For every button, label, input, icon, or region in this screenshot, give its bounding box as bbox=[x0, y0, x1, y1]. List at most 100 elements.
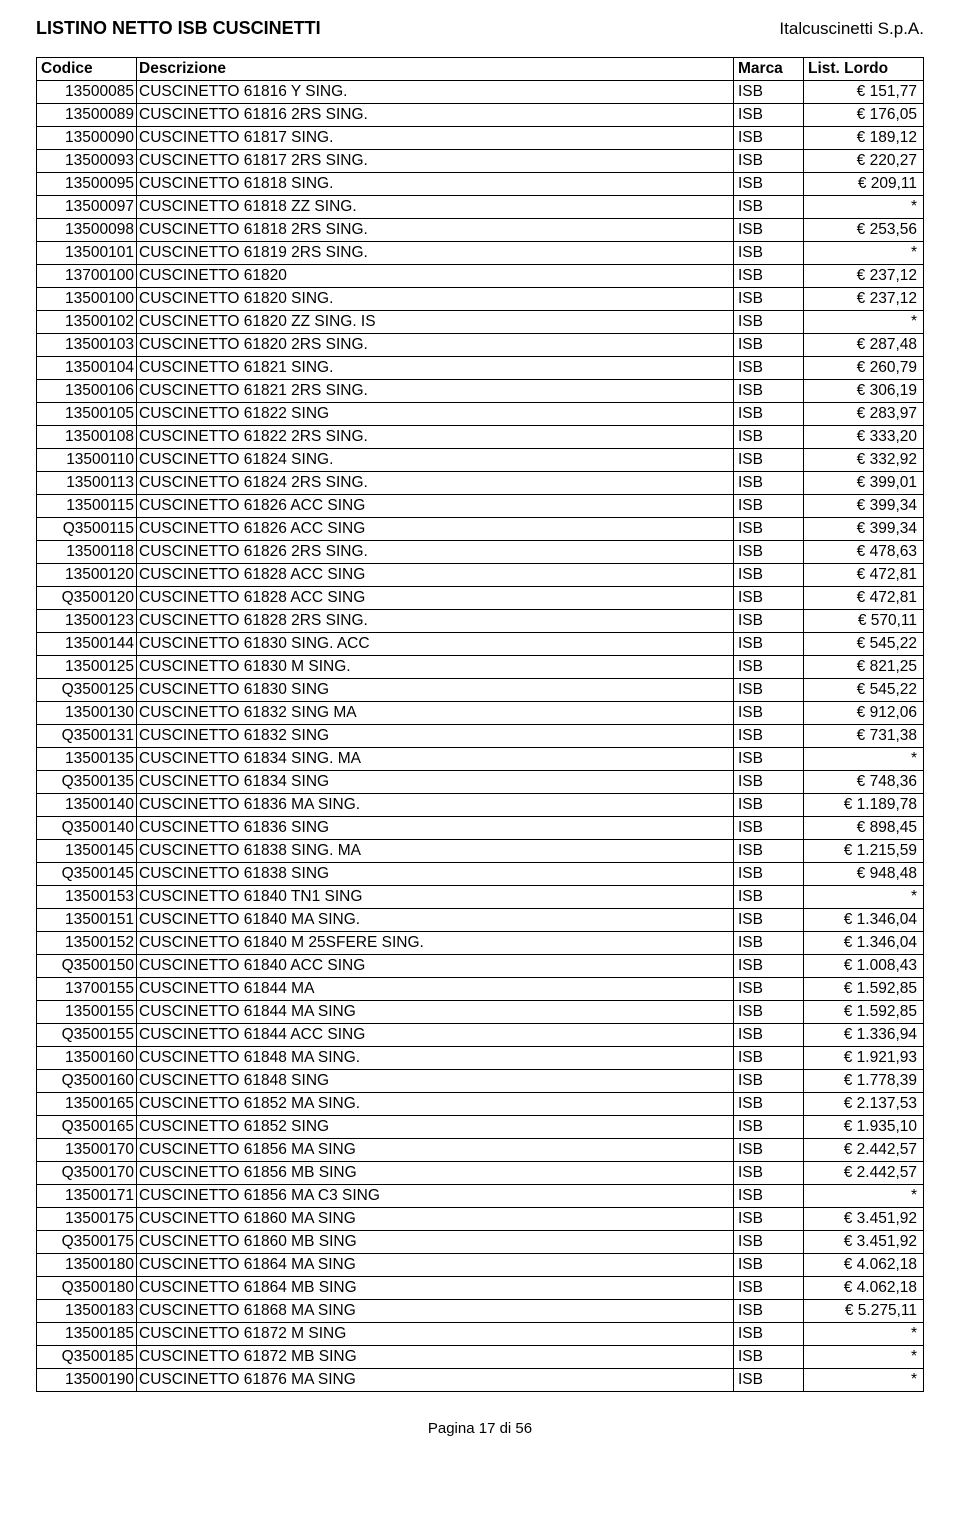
cell-codice: 13500102 bbox=[37, 311, 137, 334]
cell-codice: 13500140 bbox=[37, 794, 137, 817]
cell-lordo: € 2.442,57 bbox=[804, 1162, 924, 1185]
table-row: 13500104CUSCINETTO 61821 SING.ISB€ 260,7… bbox=[37, 357, 924, 380]
cell-codice: 13500185 bbox=[37, 1323, 137, 1346]
cell-marca: ISB bbox=[734, 81, 804, 104]
cell-codice: 13500153 bbox=[37, 886, 137, 909]
cell-lordo: € 948,48 bbox=[804, 863, 924, 886]
table-row: 13500110CUSCINETTO 61824 SING.ISB€ 332,9… bbox=[37, 449, 924, 472]
cell-codice: 13500100 bbox=[37, 288, 137, 311]
cell-lordo: € 4.062,18 bbox=[804, 1277, 924, 1300]
cell-codice: 13500118 bbox=[37, 541, 137, 564]
table-row: 13500165CUSCINETTO 61852 MA SING.ISB€ 2.… bbox=[37, 1093, 924, 1116]
cell-descrizione: CUSCINETTO 61817 2RS SING. bbox=[137, 150, 734, 173]
cell-descrizione: CUSCINETTO 61840 ACC SING bbox=[137, 955, 734, 978]
table-row: 13500093CUSCINETTO 61817 2RS SING.ISB€ 2… bbox=[37, 150, 924, 173]
cell-descrizione: CUSCINETTO 61836 SING bbox=[137, 817, 734, 840]
cell-codice: Q3500155 bbox=[37, 1024, 137, 1047]
cell-descrizione: CUSCINETTO 61838 SING. MA bbox=[137, 840, 734, 863]
cell-marca: ISB bbox=[734, 1001, 804, 1024]
cell-codice: Q3500115 bbox=[37, 518, 137, 541]
cell-lordo: € 1.346,04 bbox=[804, 909, 924, 932]
cell-codice: 13500152 bbox=[37, 932, 137, 955]
table-row: 13500103CUSCINETTO 61820 2RS SING.ISB€ 2… bbox=[37, 334, 924, 357]
cell-descrizione: CUSCINETTO 61818 SING. bbox=[137, 173, 734, 196]
cell-marca: ISB bbox=[734, 564, 804, 587]
cell-marca: ISB bbox=[734, 1185, 804, 1208]
table-row: 13500175CUSCINETTO 61860 MA SINGISB€ 3.4… bbox=[37, 1208, 924, 1231]
cell-codice: Q3500140 bbox=[37, 817, 137, 840]
cell-descrizione: CUSCINETTO 61818 2RS SING. bbox=[137, 219, 734, 242]
cell-marca: ISB bbox=[734, 357, 804, 380]
cell-codice: 13500089 bbox=[37, 104, 137, 127]
cell-lordo: € 545,22 bbox=[804, 679, 924, 702]
cell-marca: ISB bbox=[734, 1024, 804, 1047]
cell-codice: 13500145 bbox=[37, 840, 137, 863]
col-header-lordo: List. Lordo bbox=[804, 58, 924, 81]
cell-descrizione: CUSCINETTO 61826 ACC SING bbox=[137, 495, 734, 518]
cell-marca: ISB bbox=[734, 334, 804, 357]
table-row: 13500118CUSCINETTO 61826 2RS SING.ISB€ 4… bbox=[37, 541, 924, 564]
cell-lordo: € 283,97 bbox=[804, 403, 924, 426]
cell-codice: 13500144 bbox=[37, 633, 137, 656]
table-row: 13500123CUSCINETTO 61828 2RS SING.ISB€ 5… bbox=[37, 610, 924, 633]
cell-codice: Q3500160 bbox=[37, 1070, 137, 1093]
cell-descrizione: CUSCINETTO 61830 M SING. bbox=[137, 656, 734, 679]
table-row: Q3500125CUSCINETTO 61830 SINGISB€ 545,22 bbox=[37, 679, 924, 702]
cell-lordo: * bbox=[804, 886, 924, 909]
cell-lordo: € 1.921,93 bbox=[804, 1047, 924, 1070]
title-left: LISTINO NETTO ISB CUSCINETTI bbox=[36, 18, 321, 39]
cell-marca: ISB bbox=[734, 472, 804, 495]
cell-codice: 13500113 bbox=[37, 472, 137, 495]
table-row: Q3500120CUSCINETTO 61828 ACC SINGISB€ 47… bbox=[37, 587, 924, 610]
cell-lordo: € 912,06 bbox=[804, 702, 924, 725]
cell-codice: 13500151 bbox=[37, 909, 137, 932]
cell-lordo: € 1.189,78 bbox=[804, 794, 924, 817]
table-row: 13500098CUSCINETTO 61818 2RS SING.ISB€ 2… bbox=[37, 219, 924, 242]
cell-marca: ISB bbox=[734, 495, 804, 518]
table-row: Q3500115CUSCINETTO 61826 ACC SINGISB€ 39… bbox=[37, 518, 924, 541]
cell-descrizione: CUSCINETTO 61872 MB SING bbox=[137, 1346, 734, 1369]
table-row: 13500140CUSCINETTO 61836 MA SING.ISB€ 1.… bbox=[37, 794, 924, 817]
cell-marca: ISB bbox=[734, 955, 804, 978]
table-row: 13500089CUSCINETTO 61816 2RS SING.ISB€ 1… bbox=[37, 104, 924, 127]
cell-descrizione: CUSCINETTO 61864 MB SING bbox=[137, 1277, 734, 1300]
cell-descrizione: CUSCINETTO 61822 2RS SING. bbox=[137, 426, 734, 449]
table-row: Q3500131CUSCINETTO 61832 SINGISB€ 731,38 bbox=[37, 725, 924, 748]
cell-lordo: € 2.442,57 bbox=[804, 1139, 924, 1162]
table-row: Q3500175CUSCINETTO 61860 MB SINGISB€ 3.4… bbox=[37, 1231, 924, 1254]
cell-lordo: * bbox=[804, 1323, 924, 1346]
table-row: 13500160CUSCINETTO 61848 MA SING.ISB€ 1.… bbox=[37, 1047, 924, 1070]
cell-lordo: € 545,22 bbox=[804, 633, 924, 656]
cell-codice: Q3500180 bbox=[37, 1277, 137, 1300]
cell-descrizione: CUSCINETTO 61872 M SING bbox=[137, 1323, 734, 1346]
cell-lordo: € 399,34 bbox=[804, 495, 924, 518]
cell-codice: Q3500125 bbox=[37, 679, 137, 702]
cell-lordo: € 151,77 bbox=[804, 81, 924, 104]
cell-marca: ISB bbox=[734, 1323, 804, 1346]
cell-codice: 13500165 bbox=[37, 1093, 137, 1116]
cell-descrizione: CUSCINETTO 61864 MA SING bbox=[137, 1254, 734, 1277]
cell-descrizione: CUSCINETTO 61821 2RS SING. bbox=[137, 380, 734, 403]
cell-codice: 13500085 bbox=[37, 81, 137, 104]
cell-lordo: € 306,19 bbox=[804, 380, 924, 403]
cell-descrizione: CUSCINETTO 61820 ZZ SING. IS bbox=[137, 311, 734, 334]
table-row: Q3500160CUSCINETTO 61848 SINGISB€ 1.778,… bbox=[37, 1070, 924, 1093]
cell-marca: ISB bbox=[734, 403, 804, 426]
cell-codice: 13500175 bbox=[37, 1208, 137, 1231]
cell-descrizione: CUSCINETTO 61826 ACC SING bbox=[137, 518, 734, 541]
cell-lordo: * bbox=[804, 748, 924, 771]
table-row: Q3500150CUSCINETTO 61840 ACC SINGISB€ 1.… bbox=[37, 955, 924, 978]
cell-descrizione: CUSCINETTO 61860 MB SING bbox=[137, 1231, 734, 1254]
cell-descrizione: CUSCINETTO 61856 MB SING bbox=[137, 1162, 734, 1185]
cell-lordo: € 399,34 bbox=[804, 518, 924, 541]
cell-marca: ISB bbox=[734, 1300, 804, 1323]
cell-marca: ISB bbox=[734, 748, 804, 771]
table-row: Q3500135CUSCINETTO 61834 SINGISB€ 748,36 bbox=[37, 771, 924, 794]
cell-descrizione: CUSCINETTO 61830 SING bbox=[137, 679, 734, 702]
cell-descrizione: CUSCINETTO 61840 MA SING. bbox=[137, 909, 734, 932]
cell-codice: 13500123 bbox=[37, 610, 137, 633]
title-right: Italcuscinetti S.p.A. bbox=[779, 19, 924, 39]
cell-codice: 13500160 bbox=[37, 1047, 137, 1070]
table-row: 13500170CUSCINETTO 61856 MA SINGISB€ 2.4… bbox=[37, 1139, 924, 1162]
cell-codice: 13500095 bbox=[37, 173, 137, 196]
